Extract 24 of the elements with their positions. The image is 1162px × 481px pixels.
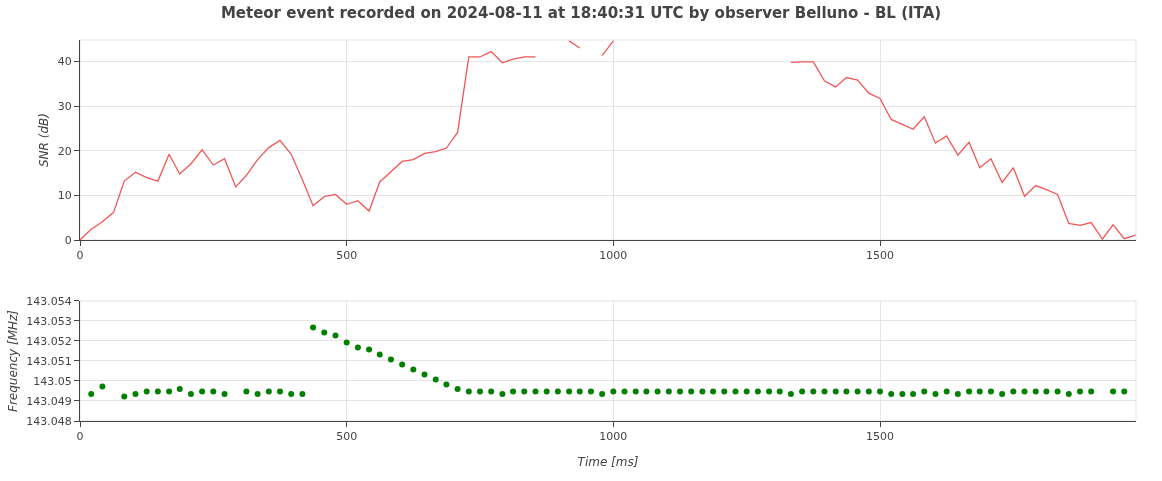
y-tick-label: 143.052 <box>26 334 72 348</box>
x-tick-label: 500 <box>336 249 358 263</box>
y-tick-label: 143.05 <box>33 374 72 388</box>
x-tick-label: 1500 <box>866 430 894 444</box>
x-tick-label: 500 <box>336 430 358 444</box>
y-tick-label: 30 <box>57 99 72 113</box>
y-tick-label: 143.053 <box>26 314 72 328</box>
y-axis-title: Frequency [MHz] <box>5 309 20 412</box>
y-tick-label: 0 <box>64 233 72 247</box>
y-tick-label: 10 <box>57 189 72 203</box>
chart-title: Meteor event recorded on 2024-08-11 at 18:40:31 UTC by observer Belluno - BL (ITA) <box>220 3 942 22</box>
y-tick-label: 20 <box>57 144 72 158</box>
x-tick-label: 1500 <box>866 249 894 263</box>
x-tick-label: 0 <box>76 249 84 263</box>
x-tick-label: 0 <box>76 430 84 444</box>
y-tick-label: 40 <box>57 55 72 69</box>
y-tick-label: 143.051 <box>26 354 72 368</box>
x-tick-label: 1000 <box>599 430 628 444</box>
y-tick-label: 143.048 <box>26 414 72 428</box>
y-axis-title: SNR (dB) <box>37 113 52 167</box>
y-tick-label: 143.049 <box>26 394 72 408</box>
y-tick-label: 143.054 <box>26 294 72 308</box>
x-tick-label: 1000 <box>599 249 628 263</box>
x-axis-title: Time [ms] <box>577 455 639 470</box>
